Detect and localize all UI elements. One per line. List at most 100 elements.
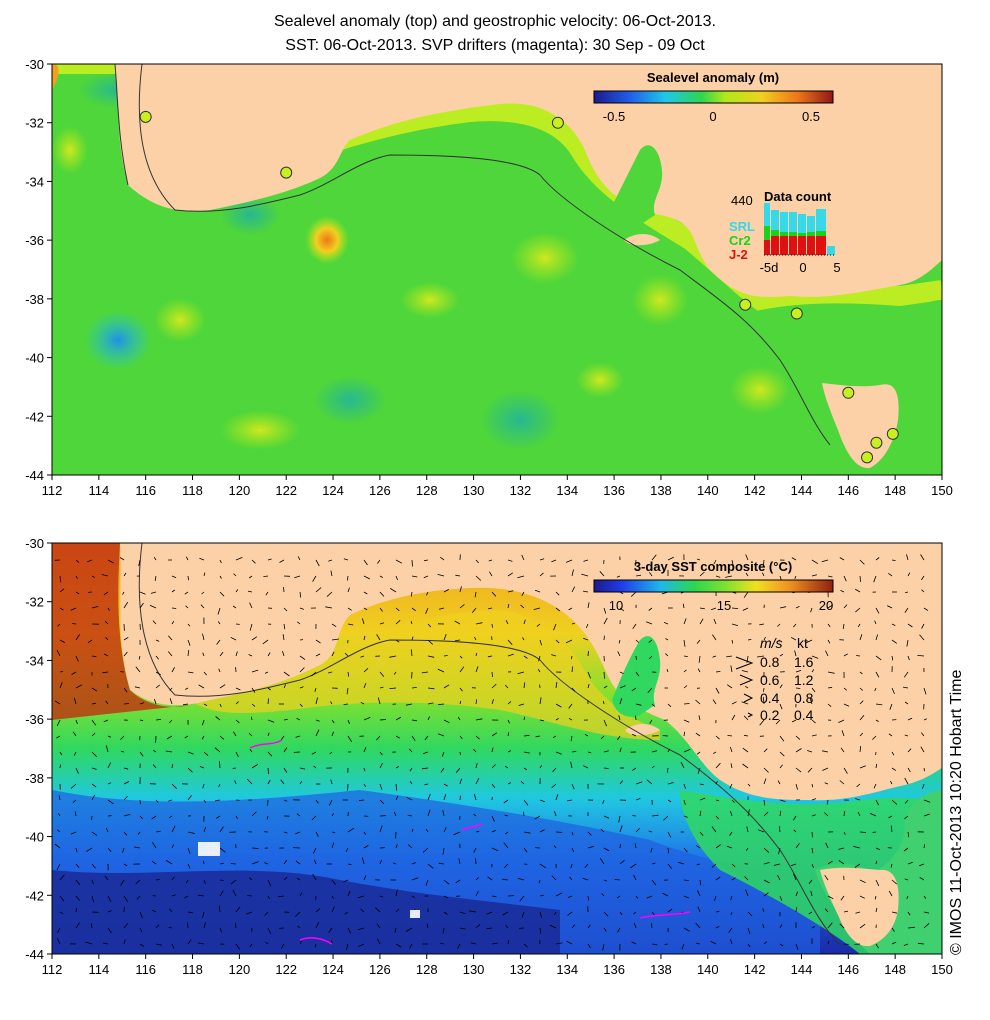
velocity-arrow — [187, 795, 192, 801]
velocity-arrow — [502, 878, 509, 881]
velocity-arrow — [475, 559, 479, 564]
velocity-arrow — [570, 863, 573, 869]
velocity-arrow — [73, 751, 77, 756]
velocity-arrow — [651, 814, 659, 817]
velocity-arrow — [296, 718, 301, 721]
velocity-arrow — [295, 911, 301, 917]
velocity-arrow — [411, 877, 419, 881]
velocity-arrow — [523, 751, 530, 754]
velocity-arrow — [201, 591, 205, 595]
velocity-arrow — [427, 639, 433, 645]
velocity-arrow — [697, 767, 701, 774]
velocity-arrow — [54, 700, 61, 705]
velocity-arrow — [155, 639, 160, 642]
velocity-arrow — [187, 831, 195, 834]
velocity-arrow — [633, 923, 637, 929]
velocity-arrow — [827, 860, 833, 865]
velocity-arrow — [393, 811, 397, 817]
velocity-arrow — [875, 655, 882, 661]
velocity-arrow — [75, 655, 79, 662]
velocity-arrow — [795, 843, 800, 849]
velocity-arrow — [571, 831, 574, 836]
velocity-arrow — [263, 575, 269, 577]
velocity-arrow — [315, 729, 320, 737]
velocity-arrow — [459, 687, 463, 692]
velocity-arrow — [635, 781, 643, 785]
velocity-arrow — [314, 859, 317, 865]
velocity-arrow — [411, 895, 415, 899]
velocity-arrow — [491, 783, 496, 789]
velocity-arrow — [395, 607, 400, 612]
velocity-arrow — [859, 831, 867, 833]
lon-tick-label: 144 — [791, 962, 813, 977]
velocity-arrow — [805, 639, 813, 644]
velocity-arrow — [488, 607, 493, 610]
velocity-arrow — [747, 911, 753, 917]
velocity-arrow — [267, 698, 269, 705]
velocity-arrow — [440, 767, 445, 773]
lat-tick-label: -34 — [25, 653, 44, 668]
velocity-arrow — [203, 879, 206, 884]
velocity-arrow — [715, 815, 720, 820]
velocity-arrow — [632, 815, 637, 817]
velocity-arrow — [104, 653, 109, 657]
velocity-arrow — [389, 655, 397, 658]
velocity-arrow — [395, 716, 402, 721]
velocity-arrow — [891, 623, 896, 626]
sla-colorbar-tick: -0.5 — [603, 109, 625, 124]
velocity-arrow — [343, 703, 349, 705]
velocity-arrow — [409, 781, 413, 785]
velocity-arrow — [826, 799, 829, 805]
velocity-arrow — [70, 783, 77, 789]
velocity-arrow — [571, 622, 576, 625]
velocity-arrow — [299, 767, 306, 770]
velocity-arrow — [715, 844, 721, 849]
velocity-arrow — [91, 767, 97, 770]
velocity-arrow — [888, 733, 893, 737]
lon-tick-label: 136 — [603, 962, 625, 977]
velocity-arrow — [777, 874, 781, 881]
velocity-arrow — [904, 878, 909, 881]
velocity-arrow — [474, 636, 477, 641]
velocity-legend-kt: 0.8 — [794, 690, 814, 706]
velocity-arrow — [712, 655, 717, 658]
velocity-arrow — [603, 719, 607, 727]
velocity-arrow — [443, 895, 449, 899]
velocity-arrow — [459, 655, 463, 659]
velocity-arrow — [283, 623, 286, 630]
velocity-arrow — [697, 890, 701, 897]
velocity-arrow — [699, 618, 704, 625]
velocity-arrow — [427, 702, 434, 705]
velocity-arrow — [408, 748, 413, 753]
velocity-arrow — [891, 767, 897, 771]
velocity-arrow — [683, 618, 687, 625]
velocity-arrow — [633, 874, 637, 881]
lat-tick-label: -40 — [25, 351, 44, 366]
velocity-arrow — [795, 783, 798, 790]
velocity-arrow — [379, 591, 385, 597]
velocity-arrow — [795, 943, 799, 951]
velocity-arrow — [523, 682, 526, 689]
lon-tick-label: 134 — [556, 483, 578, 498]
velocity-arrow — [507, 732, 510, 737]
velocity-arrow — [459, 700, 462, 705]
velocity-arrow — [232, 605, 237, 609]
velocity-arrow — [151, 909, 157, 913]
velocity-arrow — [795, 735, 801, 740]
velocity-arrow — [283, 767, 288, 773]
velocity-arrow — [667, 863, 673, 869]
velocity-arrow — [519, 895, 525, 902]
velocity-legend-header-kt: kt — [797, 635, 808, 651]
velocity-arrow — [903, 671, 909, 678]
velocity-arrow — [377, 559, 381, 564]
velocity-arrow — [616, 895, 621, 899]
velocity-arrow — [569, 876, 573, 881]
velocity-arrow — [875, 703, 883, 706]
velocity-arrow — [75, 684, 83, 689]
lon-tick-label: 122 — [275, 483, 297, 498]
velocity-arrow — [539, 639, 542, 646]
velocity-arrow — [347, 575, 349, 581]
velocity-arrow — [91, 895, 95, 903]
velocity-arrow — [890, 780, 893, 785]
velocity-arrow — [154, 575, 157, 581]
